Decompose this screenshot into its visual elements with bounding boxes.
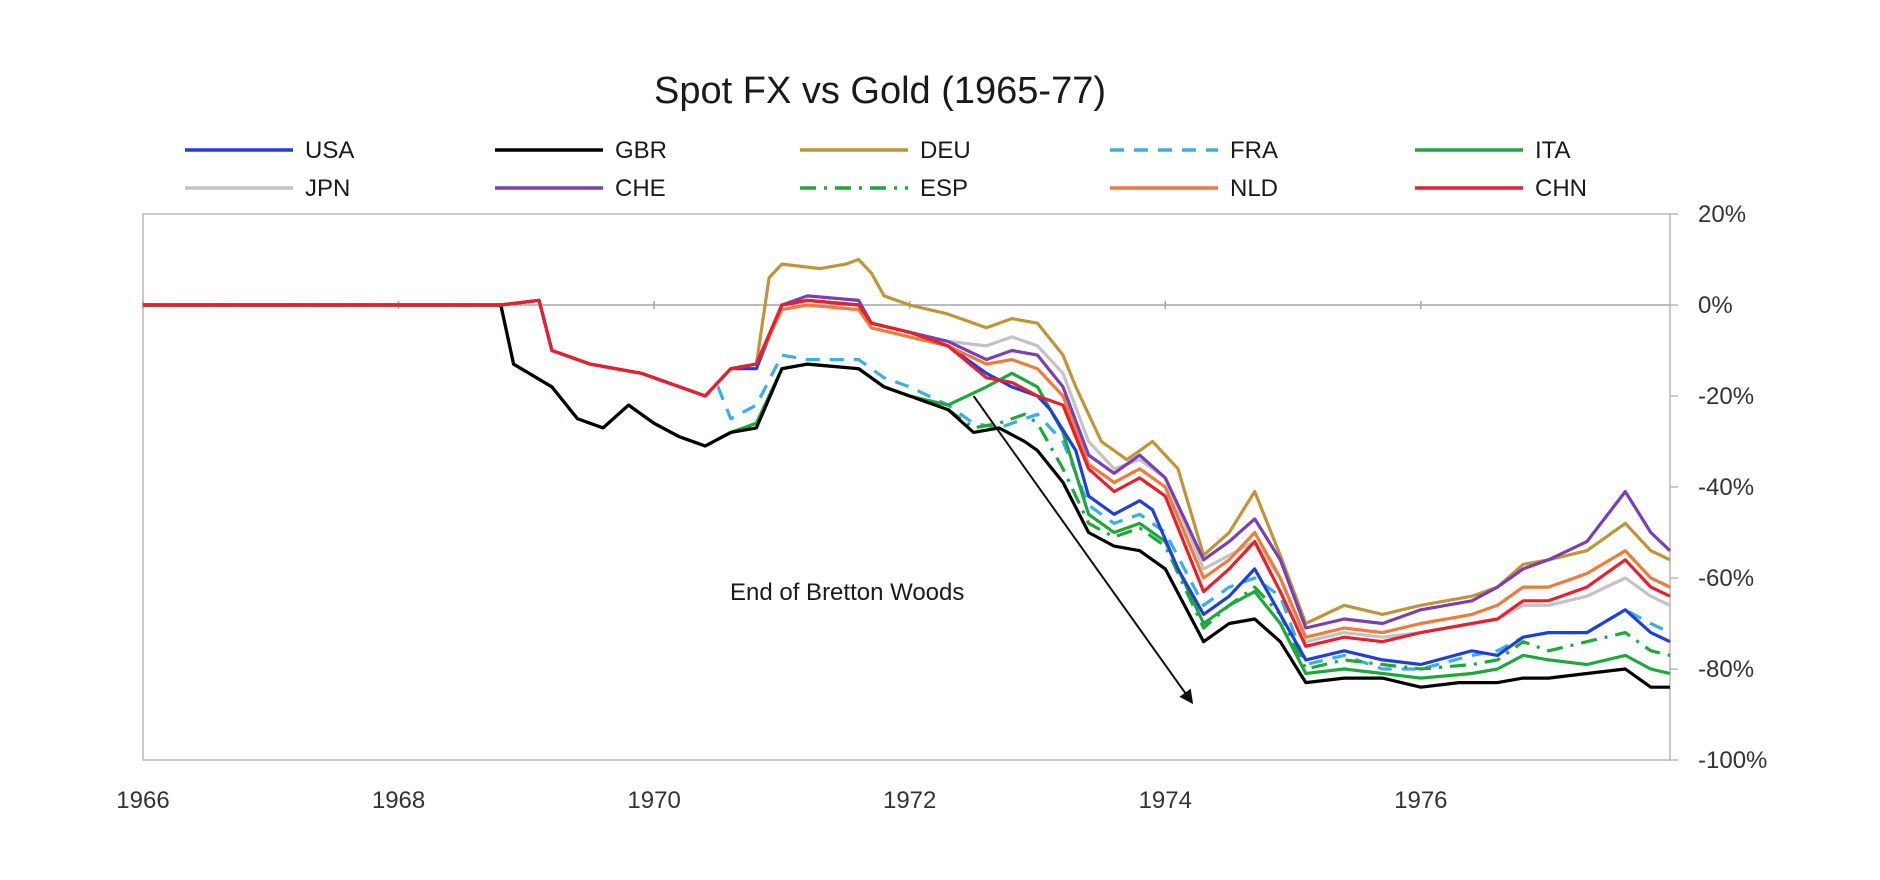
legend-label-gbr: GBR (615, 137, 667, 164)
legend-label-usa: USA (305, 137, 354, 164)
y-tick-label: -60% (1698, 565, 1754, 592)
bretton-woods-arrow (972, 395, 1194, 705)
series-line-chn (143, 298, 1671, 648)
series-line-deu (143, 257, 1671, 626)
legend-label-fra: FRA (1230, 137, 1278, 164)
legend-label-jpn: JPN (305, 175, 350, 202)
annotation-layer: End of Bretton Woods (730, 395, 1194, 705)
legend-label-nld: NLD (1230, 175, 1278, 202)
legend-label-esp: ESP (920, 175, 968, 202)
y-tick-label: -40% (1698, 474, 1754, 501)
y-tick-label: -100% (1698, 747, 1767, 774)
x-tick-label: 1972 (883, 787, 936, 814)
x-tick-label: 1968 (372, 787, 425, 814)
legend-label-che: CHE (615, 175, 666, 202)
x-tick-label: 1966 (116, 787, 169, 814)
plot-area (142, 213, 1671, 761)
y-tick-label: -20% (1698, 383, 1754, 410)
legend-label-ita: ITA (1535, 137, 1571, 164)
y-axis: 20% 0% -20% -40% -60% -80% -100% (143, 201, 1767, 774)
x-axis: 1966 1968 1970 1972 1974 1976 (116, 301, 1448, 814)
series-line-gbr (143, 303, 1670, 689)
annotation-label: End of Bretton Woods (730, 579, 964, 606)
legend-label-chn: CHN (1535, 175, 1587, 202)
series-line-usa (143, 298, 1671, 667)
y-tick-label: 0% (1698, 292, 1733, 319)
y-tick-label: 20% (1698, 201, 1746, 228)
series-line-fra (143, 298, 1671, 671)
y-tick-label: -80% (1698, 656, 1754, 683)
x-tick-label: 1974 (1139, 787, 1192, 814)
legend: USA GBR DEU FRA ITA JPN CHE ESP NLD CHN (185, 137, 1587, 202)
x-tick-label: 1970 (627, 787, 680, 814)
series-line-ita (143, 303, 1671, 680)
chart-title: Spot FX vs Gold (1965-77) (654, 70, 1106, 112)
legend-label-deu: DEU (920, 137, 971, 164)
series-line-esp (143, 303, 1671, 671)
x-tick-label: 1976 (1394, 787, 1447, 814)
series-layer (143, 257, 1672, 689)
